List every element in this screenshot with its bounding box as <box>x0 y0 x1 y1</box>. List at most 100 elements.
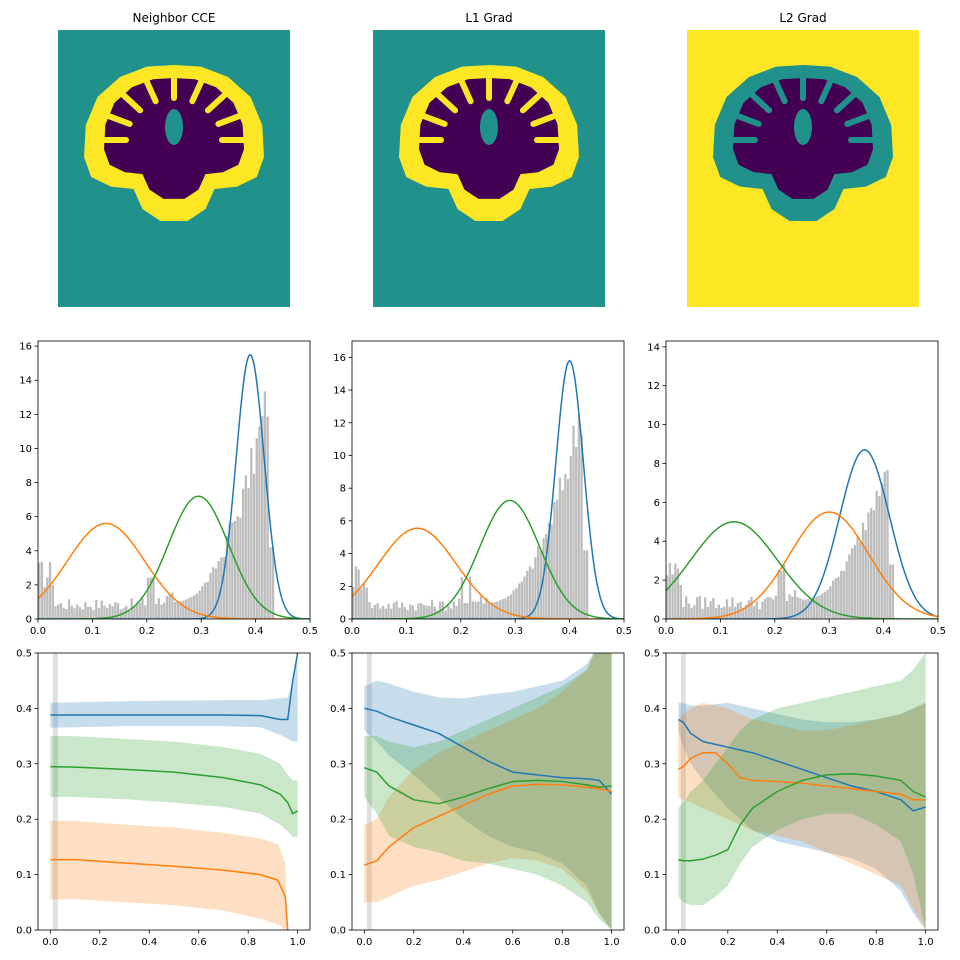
histogram-bar <box>772 599 775 619</box>
segmentation-panel <box>687 30 919 307</box>
trajectory-axes: 0.0 0.2 0.4 0.6 0.8 1.0 0.0 0.1 0.2 0.3 0.4 0.5 <box>644 649 939 948</box>
histogram-bar <box>201 586 204 619</box>
histogram-bar <box>365 587 368 619</box>
histogram-bar <box>244 475 248 619</box>
histogram-bar <box>671 574 674 619</box>
brain-gyrus <box>419 112 448 127</box>
y-tick-label: 6 <box>340 516 346 527</box>
histogram-bar <box>583 550 586 619</box>
plot-area <box>50 653 299 930</box>
histogram-bar <box>788 594 791 619</box>
histogram-bar <box>209 572 212 619</box>
x-tick-label: 0.3 <box>821 626 837 637</box>
x-tick-label: 0.5 <box>616 626 632 637</box>
histogram-bar <box>701 608 704 619</box>
histogram-bar <box>398 607 401 619</box>
histogram-bar <box>176 601 180 619</box>
brain-gyrus <box>504 77 520 105</box>
histogram-bar <box>141 598 144 619</box>
y-tick-label: 12 <box>647 381 660 392</box>
axes-frame <box>351 340 625 620</box>
histogram-bar <box>815 596 818 619</box>
histogram-bar <box>40 561 44 619</box>
x-tick-label: 0.3 <box>507 626 523 637</box>
histogram-bar <box>179 601 182 619</box>
histogram-bar <box>831 580 835 619</box>
histogram-axes: 0.0 0.1 0.2 0.3 0.4 0.5 0 2 4 6 8 10 12 14 <box>647 340 946 637</box>
x-tick-label: 0.6 <box>191 937 207 948</box>
histogram-bar <box>368 602 371 619</box>
histogram-bar <box>468 576 472 619</box>
histogram-bar <box>512 590 515 619</box>
histogram-bar <box>471 601 474 619</box>
mean-line-orange <box>677 751 926 801</box>
histogram-bar <box>763 598 767 619</box>
band-orange <box>678 702 926 930</box>
histogram-bar <box>891 564 895 619</box>
plot-area <box>677 653 926 930</box>
axes-frame <box>37 652 311 931</box>
x-tick-label: 0.0 <box>30 626 46 637</box>
y-tick-label: 14 <box>647 342 660 353</box>
histogram-bar <box>154 604 158 619</box>
x-tick-label: 0.0 <box>344 626 360 637</box>
histogram-bar <box>73 608 76 619</box>
histogram-bar <box>793 590 797 619</box>
histogram-bar <box>676 568 680 619</box>
y-tick-label: 6 <box>654 498 660 509</box>
histogram-bar <box>43 587 46 619</box>
histogram-bar <box>704 597 707 619</box>
y-tick-label: 0.1 <box>330 870 346 881</box>
y-tick-label: 4 <box>26 546 32 557</box>
x-tick-label: 0.2 <box>453 626 469 637</box>
brain-gyrus <box>104 112 133 127</box>
histogram-bar <box>550 524 553 619</box>
x-tick-label: 0.0 <box>670 937 686 948</box>
histogram-bar <box>720 607 723 619</box>
histogram-bar <box>575 447 578 619</box>
histogram-bar <box>872 510 876 619</box>
histogram-bar <box>482 603 485 619</box>
histogram-bar <box>127 609 131 619</box>
histogram-bar <box>859 541 862 619</box>
histogram-bar <box>247 488 250 619</box>
x-tick-label: 0.8 <box>240 937 256 948</box>
histogram-bar <box>212 567 215 619</box>
band-green <box>364 653 612 930</box>
y-tick-label: 14 <box>19 376 32 387</box>
histogram-bar <box>376 603 379 619</box>
mean-line-green <box>364 766 612 805</box>
histogram-bar <box>436 610 439 619</box>
histogram-bar <box>823 591 827 619</box>
gaussian-fit-blue <box>666 449 938 619</box>
histogram-bar <box>477 601 480 619</box>
band-blue <box>50 653 298 742</box>
histogram-bar <box>837 576 840 619</box>
histogram-bar <box>769 597 772 619</box>
histogram-bar <box>569 456 572 619</box>
mean-line-orange <box>364 783 612 866</box>
y-tick-label: 0.3 <box>644 759 660 770</box>
histogram-bar <box>203 582 207 619</box>
histogram-bar <box>57 604 60 619</box>
x-tick-label: 0.2 <box>92 937 108 948</box>
brain-gyrus <box>435 91 459 114</box>
histogram-bar <box>458 598 461 619</box>
brain-gyrus <box>833 91 857 114</box>
histogram-bar <box>572 425 575 619</box>
histogram-bar <box>829 586 832 619</box>
y-tick-label: 0.3 <box>16 759 32 770</box>
histogram-bar <box>755 601 759 619</box>
histogram-bar <box>463 603 466 619</box>
histogram-bar <box>193 595 196 619</box>
histogram-bar <box>84 601 87 619</box>
histogram-bar <box>840 570 843 619</box>
histogram-bar <box>441 601 445 619</box>
x-tick-label: 0.8 <box>554 937 570 948</box>
histogram-bar <box>501 599 504 619</box>
x-tick-label: 0.0 <box>658 626 674 637</box>
panel-title: Neighbor CCE <box>133 11 216 25</box>
x-tick-label: 0.4 <box>876 626 892 637</box>
histogram-bar <box>747 600 750 619</box>
histogram-bar <box>54 606 57 619</box>
